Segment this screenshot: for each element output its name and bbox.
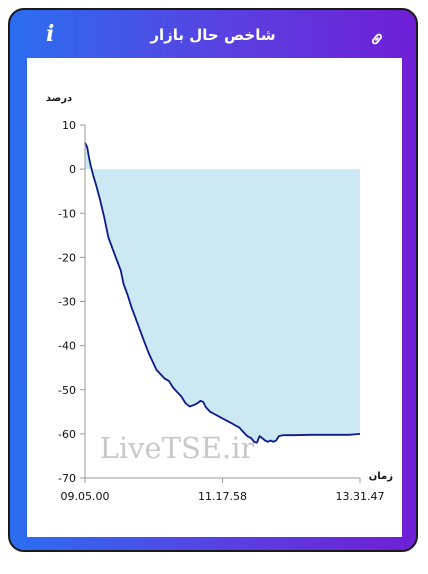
y-axis-label: درصد bbox=[46, 93, 72, 104]
y-tick-label: -60 bbox=[58, 428, 76, 441]
watermark: LiveTSE.ir bbox=[100, 431, 255, 465]
chart-card: i شاخص حال بازار 10 0 -10 -20 -30 -40 -50 -60 -7… bbox=[8, 8, 418, 552]
series-line bbox=[84, 142, 361, 444]
y-tick-label: 0 bbox=[69, 163, 76, 176]
y-tick-label: -30 bbox=[58, 296, 76, 309]
y-tick-label: 10 bbox=[62, 119, 76, 132]
y-tick-label: -10 bbox=[58, 207, 76, 220]
link-icon[interactable] bbox=[369, 31, 385, 47]
y-tick-label: -20 bbox=[58, 251, 76, 264]
x-tick-label: 13.31.47 bbox=[336, 490, 385, 503]
x-tick-label: 11.17.58 bbox=[198, 490, 247, 503]
y-tick-label: -70 bbox=[58, 472, 76, 485]
info-icon[interactable]: i bbox=[46, 21, 55, 47]
chart-svg: 10 0 -10 -20 -30 -40 -50 -60 -70 09.05.00 11.17.58… bbox=[46, 93, 393, 503]
chart-title: شاخص حال بازار bbox=[150, 26, 276, 44]
chart-panel: 10 0 -10 -20 -30 -40 -50 -60 -70 09.05.00 11.17.58… bbox=[27, 58, 402, 537]
y-tick-label: -40 bbox=[58, 340, 76, 353]
x-tick-label: 09.05.00 bbox=[61, 490, 110, 503]
x-axis-label: زمان bbox=[369, 471, 393, 482]
series-area bbox=[85, 142, 360, 443]
y-tick-label: -50 bbox=[58, 384, 76, 397]
card-header: i شاخص حال بازار bbox=[10, 10, 416, 62]
